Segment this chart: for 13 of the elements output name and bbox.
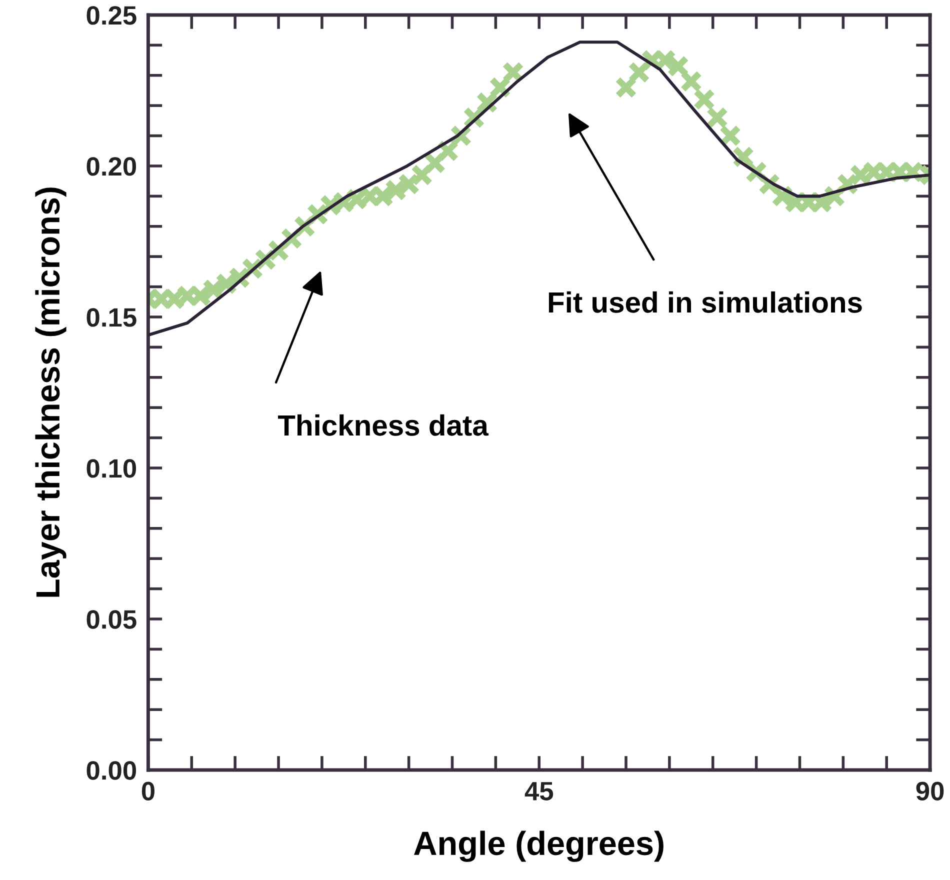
annotation: Fit used in simulations — [548, 291, 862, 313]
y-axis-title: Layer thickness (microns) — [35, 188, 66, 597]
annotation: Thickness data — [278, 414, 489, 436]
y-tick-label: 0.05 — [86, 610, 136, 629]
x-axis-title: Angle (degrees) — [414, 830, 664, 862]
x-tick-label: 0 — [142, 782, 154, 800]
y-tick-label: 0.25 — [86, 6, 136, 25]
x-tick-label: 45 — [524, 782, 554, 800]
y-tick-label: 0.00 — [86, 761, 136, 780]
y-tick-label: 0.10 — [86, 459, 136, 478]
y-tick-label: 0.20 — [86, 157, 136, 176]
x-tick-label: 90 — [916, 782, 944, 800]
y-tick-label: 0.15 — [86, 308, 136, 327]
